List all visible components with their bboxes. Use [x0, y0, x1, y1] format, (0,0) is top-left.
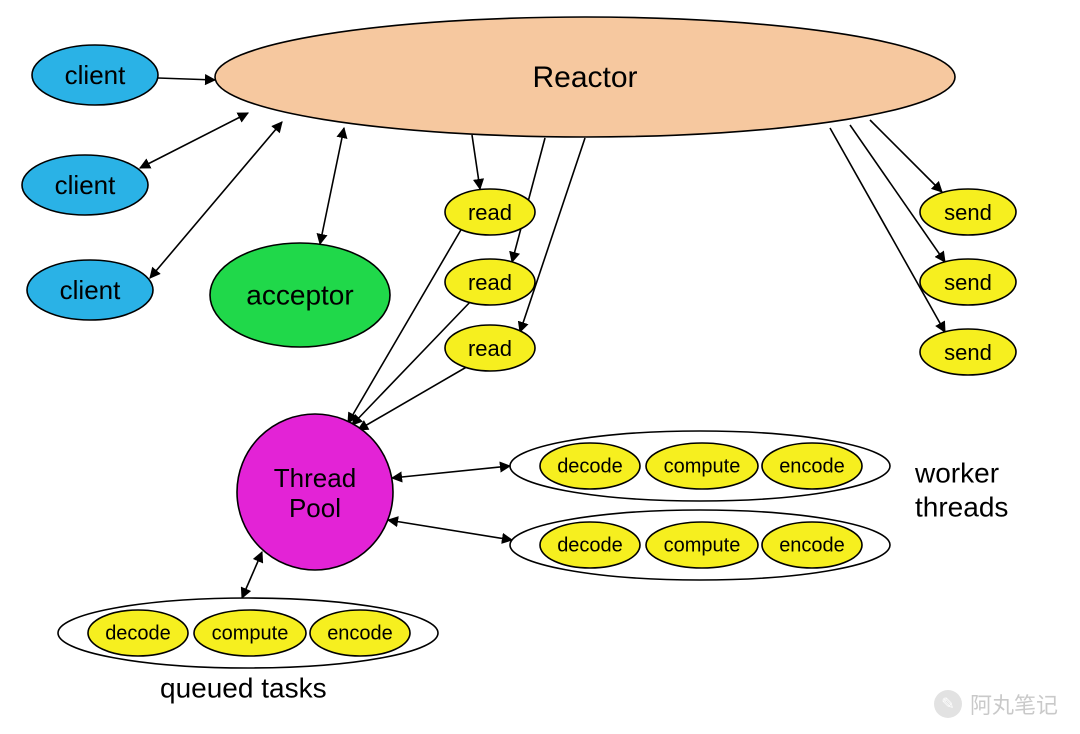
container-worker1: decode compute encode	[510, 431, 890, 501]
svg-text:send: send	[944, 200, 992, 225]
edge-reactor_send3	[830, 128, 945, 332]
edge-reactor_read3	[520, 138, 585, 332]
edge-tp_worker2	[388, 520, 512, 540]
node-send1: send	[920, 189, 1016, 235]
worker2-item-2: encode	[762, 522, 862, 568]
svg-text:read: read	[468, 200, 512, 225]
edge-client1_right	[158, 78, 215, 80]
edge-read3_tp	[358, 365, 470, 430]
svg-text:read: read	[468, 336, 512, 361]
worker1-item-2: encode	[762, 443, 862, 489]
node-acceptor: acceptor	[210, 243, 390, 347]
container-queued: decode compute encode	[58, 598, 438, 668]
edge-reactor_read1	[472, 135, 480, 189]
svg-text:compute: compute	[664, 455, 741, 477]
node-read1: read	[445, 189, 535, 235]
worker2-item-1: compute	[646, 522, 758, 568]
svg-text:decode: decode	[105, 622, 171, 644]
node-client2: client	[22, 155, 148, 215]
node-send3: send	[920, 329, 1016, 375]
svg-text:acceptor: acceptor	[246, 279, 353, 310]
edge-tp_queued	[242, 552, 262, 598]
svg-text:read: read	[468, 270, 512, 295]
reactor-diagram: decodecomputeencodedecodecomputeencodede…	[0, 0, 1080, 734]
watermark: ✎ 阿丸笔记	[934, 688, 1058, 720]
svg-text:encode: encode	[779, 455, 845, 477]
node-read2: read	[445, 259, 535, 305]
svg-text:send: send	[944, 340, 992, 365]
queued-item-1: compute	[194, 610, 306, 656]
worker1-item-0: decode	[540, 443, 640, 489]
worker2-item-0: decode	[540, 522, 640, 568]
svg-text:decode: decode	[557, 455, 623, 477]
queued-item-0: decode	[88, 610, 188, 656]
node-threadpool: ThreadPool	[237, 414, 393, 570]
svg-text:client: client	[65, 60, 126, 90]
node-reactor: Reactor	[215, 17, 955, 137]
label-queued-tasks: queued tasks	[160, 672, 327, 703]
node-send2: send	[920, 259, 1016, 305]
queued-item-2: encode	[310, 610, 410, 656]
svg-text:Thread: Thread	[274, 463, 356, 493]
edge-reactor_send1	[870, 120, 942, 192]
svg-text:Pool: Pool	[289, 493, 341, 523]
svg-text:send: send	[944, 270, 992, 295]
node-client3: client	[27, 260, 153, 320]
svg-text:decode: decode	[557, 534, 623, 556]
svg-text:client: client	[55, 170, 116, 200]
svg-text:encode: encode	[327, 622, 393, 644]
edge-reactor_acceptor	[320, 128, 344, 244]
container-worker2: decode compute encode	[510, 510, 890, 580]
wechat-icon: ✎	[934, 690, 962, 718]
svg-text:encode: encode	[779, 534, 845, 556]
svg-text:compute: compute	[212, 622, 289, 644]
svg-text:Reactor: Reactor	[532, 61, 637, 94]
edge-tp_worker1	[392, 466, 510, 478]
worker1-item-1: compute	[646, 443, 758, 489]
label-worker-threads-1: worker	[914, 457, 999, 488]
edge-client2_reactor	[140, 113, 248, 168]
svg-text:client: client	[60, 275, 121, 305]
node-read3: read	[445, 325, 535, 371]
label-worker-threads-2: threads	[915, 491, 1008, 522]
edge-reactor_send2	[850, 125, 945, 262]
node-client1: client	[32, 45, 158, 105]
svg-text:compute: compute	[664, 534, 741, 556]
watermark-text: 阿丸笔记	[970, 688, 1058, 720]
